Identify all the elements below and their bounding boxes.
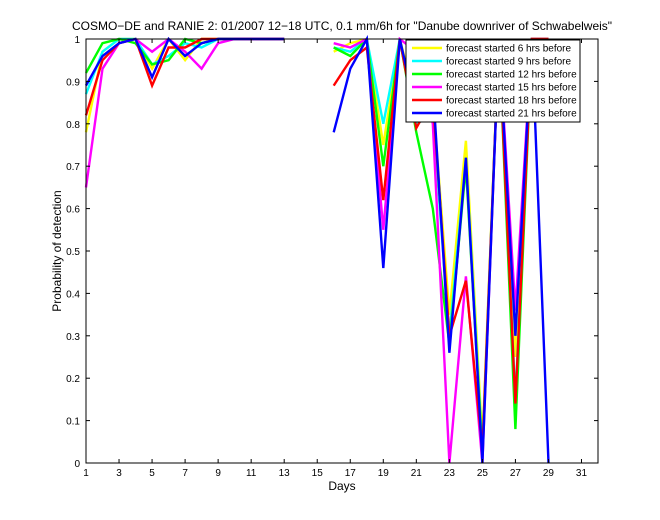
x-tick-label: 21 — [411, 468, 423, 479]
y-tick-label: 0.5 — [66, 247, 80, 258]
x-tick-label: 25 — [477, 468, 489, 479]
y-axis: 0 0.1 0.2 0.3 0.4 0.5 0.6 0.7 0.8 0.9 1 — [66, 35, 598, 470]
chart-title: COSMO−DE and RANIE 2: 01/2007 12−18 UTC,… — [72, 19, 612, 33]
x-tick-label: 17 — [345, 468, 357, 479]
legend-label: forecast started 6 hrs before — [446, 44, 572, 55]
legend-label: forecast started 9 hrs before — [446, 57, 572, 68]
x-axis: 1 3 5 7 9 11 13 15 17 19 21 23 25 27 29 31 — [83, 39, 587, 479]
x-tick-label: 29 — [543, 468, 555, 479]
y-tick-label: 0.9 — [66, 77, 80, 88]
x-tick-label: 19 — [378, 468, 390, 479]
y-tick-label: 0.6 — [66, 205, 80, 216]
x-tick-label: 9 — [215, 468, 221, 479]
x-tick-label: 5 — [149, 468, 155, 479]
y-tick-label: 0.3 — [66, 332, 80, 343]
x-axis-label: Days — [328, 479, 355, 493]
y-tick-label: 0.4 — [66, 289, 80, 300]
legend-label: forecast started 12 hrs before — [446, 70, 577, 81]
y-tick-label: 0.7 — [66, 162, 80, 173]
legend-label: forecast started 18 hrs before — [446, 96, 577, 107]
legend-label: forecast started 21 hrs before — [446, 109, 577, 120]
y-tick-label: 0.2 — [66, 374, 80, 385]
y-axis-label: Probability of detection — [50, 190, 64, 311]
x-tick-label: 1 — [83, 468, 89, 479]
x-tick-label: 11 — [246, 468, 257, 479]
y-tick-label: 0.1 — [66, 417, 80, 428]
legend: forecast started 6 hrs before forecast st… — [405, 39, 581, 123]
x-tick-label: 31 — [576, 468, 588, 479]
legend-box — [405, 39, 581, 123]
legend-label: forecast started 15 hrs before — [446, 83, 577, 94]
x-tick-label: 27 — [510, 468, 522, 479]
x-tick-label: 13 — [279, 468, 291, 479]
x-tick-label: 3 — [116, 468, 122, 479]
y-tick-label: 0 — [74, 459, 80, 470]
y-tick-label: 0.8 — [66, 120, 80, 131]
x-tick-label: 23 — [444, 468, 456, 479]
y-tick-label: 1 — [74, 35, 80, 46]
x-tick-label: 7 — [182, 468, 188, 479]
x-tick-label: 15 — [312, 468, 324, 479]
